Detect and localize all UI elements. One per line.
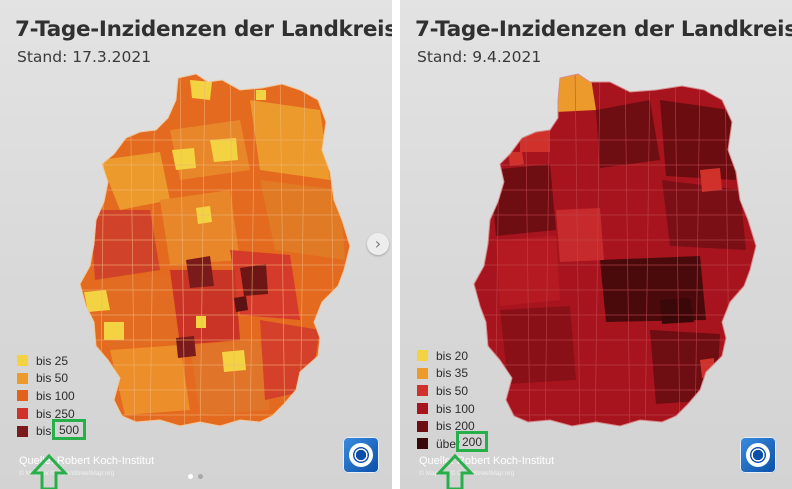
legend-swatch: [17, 390, 28, 402]
legend-label: bis 50: [36, 371, 69, 386]
legend-swatch: [417, 420, 428, 432]
legend-label: bis 20: [436, 348, 469, 363]
germany-map-left: [79, 73, 351, 427]
legend-item: bis: [17, 422, 75, 440]
legend-item: bis 200: [417, 417, 475, 435]
district-region: [260, 320, 320, 400]
carousel-indicator: [188, 474, 203, 479]
district-region: [186, 256, 214, 288]
legend-swatch: [417, 367, 428, 379]
map-title-left: 7-Tage-Inzidenzen der Landkreise: [15, 17, 392, 42]
legend-label: bis 50: [436, 383, 469, 398]
legend-item: bis 100: [417, 400, 475, 418]
highlight-box-right: 200: [456, 431, 488, 452]
district-region: [190, 340, 270, 415]
legend-swatch: [417, 350, 428, 362]
legend-swatch: [417, 438, 428, 450]
district-region: [700, 358, 714, 378]
district-region: [112, 122, 126, 136]
district-region: [508, 152, 524, 166]
district-region: [240, 264, 268, 296]
district-region: [100, 152, 170, 210]
district-region: [700, 168, 722, 192]
legend-label: bis: [36, 424, 52, 439]
carousel-dot[interactable]: [198, 474, 203, 479]
arrow-up-icon: [436, 453, 474, 489]
district-region: [500, 306, 576, 384]
highlight-value: 500: [58, 422, 80, 437]
legend-swatch: [17, 425, 28, 437]
carousel-dot-active[interactable]: [188, 474, 193, 479]
legend-label: bis 250: [36, 406, 75, 421]
district-region: [196, 316, 206, 328]
tagesschau-logo-icon: [343, 437, 379, 473]
tagesschau-logo-icon: [740, 437, 776, 473]
district-region: [550, 74, 596, 112]
legend-label: über: [436, 436, 461, 451]
district-region: [160, 190, 240, 265]
legend-label: bis 35: [436, 366, 469, 381]
legend-swatch: [17, 372, 28, 384]
district-region: [84, 290, 110, 312]
district-region: [600, 170, 662, 234]
district-region: [210, 138, 238, 162]
map-title-right: 7-Tage-Inzidenzen der Landkreise: [415, 17, 792, 42]
chevron-right-icon: ›: [374, 234, 382, 253]
district-region: [190, 80, 212, 100]
highlight-box-left: 500: [52, 419, 86, 440]
legend-item: bis 25: [17, 352, 75, 370]
district-region: [256, 90, 266, 100]
legend-swatch: [17, 355, 28, 367]
arrow-up-icon: [30, 453, 68, 489]
highlight-value: 200: [461, 434, 483, 449]
legend-left: bis 25 bis 50 bis 100 bis 250 bis: [17, 352, 75, 440]
district-region: [234, 296, 248, 312]
legend-label: bis 200: [436, 419, 475, 434]
district-region: [110, 345, 190, 415]
legend-item: bis 100: [17, 387, 75, 405]
legend-right: bis 20 bis 35 bis 50 bis 100 bis 200 übe…: [417, 347, 475, 453]
district-region: [170, 270, 240, 345]
legend-label: bis 100: [36, 388, 75, 403]
map-date-right: Stand: 9.4.2021: [417, 48, 542, 66]
district-region: [520, 130, 550, 152]
legend-item: über: [417, 435, 475, 453]
district-region: [490, 164, 556, 236]
district-region: [660, 298, 694, 324]
district-region: [556, 208, 604, 262]
district-region: [596, 100, 660, 168]
map-panel-left: 7-Tage-Inzidenzen der Landkreise Stand: …: [0, 0, 392, 489]
legend-swatch: [17, 408, 28, 420]
legend-item: bis 250: [17, 405, 75, 423]
legend-item: bis 50: [417, 382, 475, 400]
map-panel-right: 7-Tage-Inzidenzen der Landkreise Stand: …: [400, 0, 792, 489]
district-region: [104, 322, 124, 340]
legend-swatch: [417, 385, 428, 397]
next-slide-button[interactable]: ›: [367, 233, 389, 255]
germany-map-right: [473, 73, 757, 427]
legend-label: bis 100: [436, 401, 475, 416]
legend-item: bis 35: [417, 365, 475, 383]
district-region: [90, 210, 160, 280]
legend-swatch: [417, 403, 428, 415]
legend-item: bis 50: [17, 370, 75, 388]
map-date-left: Stand: 17.3.2021: [17, 48, 152, 66]
district-region: [172, 148, 196, 170]
district-region: [176, 336, 196, 358]
legend-item: bis 20: [417, 347, 475, 365]
legend-label: bis 25: [36, 353, 69, 368]
